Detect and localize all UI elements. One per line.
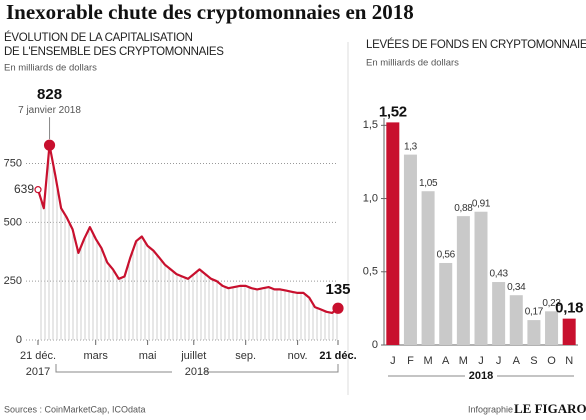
year-bg (465, 370, 497, 382)
bar (545, 311, 559, 345)
x-tick-label: M (459, 355, 468, 367)
x-tick-label: S (530, 355, 537, 367)
chart-subtitle: En milliards de dollars (4, 63, 97, 74)
x-tick-label: 21 déc. (20, 350, 56, 362)
credit: Infographie (468, 404, 513, 414)
value-label: 828 (37, 86, 62, 103)
x-tick-label: mars (83, 350, 108, 362)
value-label: 1,05 (419, 178, 438, 189)
x-tick-label: juillet (180, 350, 206, 362)
bar (403, 154, 417, 345)
line (36, 144, 339, 314)
x-tick-label: 21 déc. (319, 350, 356, 362)
y-tick-label: 750 (4, 157, 22, 169)
x-tick-label: J (390, 355, 396, 367)
y-tick-label: 0 (372, 339, 378, 351)
value-label: 135 (325, 281, 350, 298)
year-bg (172, 366, 204, 378)
x-tick-label: A (513, 355, 521, 367)
value-label: 1,3 (404, 141, 418, 152)
annotation: 7 janvier 2018 (18, 105, 81, 116)
bar (456, 216, 470, 345)
x-tick-label: sep. (235, 350, 256, 362)
point (34, 186, 42, 194)
x-tick-label: nov. (288, 350, 308, 362)
x-tick-label: A (442, 355, 450, 367)
value-label: 0,23 (542, 298, 561, 309)
value-label: 0,18 (555, 300, 583, 317)
y-tick-label: 500 (4, 216, 22, 228)
value-label: 0,56 (437, 250, 456, 261)
value-label: 1,52 (379, 103, 407, 120)
value-label: 0,17 (525, 307, 544, 318)
source: Sources : CoinMarketCap, ICOdata (4, 404, 146, 414)
chart-title: DE L'ENSEMBLE DES CRYPTOMONNAIES (4, 46, 224, 58)
value-label: 0,88 (454, 203, 473, 214)
chart-title: ÉVOLUTION DE LA CAPITALISATION (4, 31, 193, 44)
value-label: 0,43 (490, 269, 509, 280)
value-label: 0,34 (507, 282, 526, 293)
y-tick-label: 250 (4, 275, 22, 287)
year-label: 2018 (469, 370, 493, 382)
bar (562, 318, 576, 345)
bar (421, 191, 435, 345)
x-tick-label: F (407, 355, 414, 367)
x-tick-label: M (424, 355, 433, 367)
value-label: 639 (14, 182, 34, 196)
brand: LE FIGARO (514, 401, 586, 416)
bar (492, 282, 506, 345)
chart-title: LEVÉES DE FONDS EN CRYPTOMONNAIES (366, 38, 586, 51)
value-label: 0,91 (472, 198, 491, 209)
x-tick-label: mai (139, 350, 157, 362)
chart-subtitle: En milliards de dollars (366, 58, 459, 69)
bar (509, 295, 523, 345)
bar (474, 211, 488, 345)
y-tick-label: 1,5 (363, 119, 378, 131)
bar (439, 262, 453, 345)
x-tick-label: J (496, 355, 502, 367)
point (332, 302, 344, 314)
area (38, 145, 338, 340)
y-tick-label: 1,0 (363, 192, 378, 204)
bar (527, 320, 541, 345)
bar (386, 122, 400, 345)
main-title: Inexorable chute des cryptomonnaies en 2… (6, 0, 414, 24)
point (43, 139, 56, 151)
x-tick-label: O (547, 355, 556, 367)
x-tick-label: J (478, 355, 484, 367)
year-label: 2017 (26, 366, 50, 378)
y-tick-label: 0 (16, 334, 22, 346)
y-tick-label: 0,5 (363, 266, 378, 278)
x-tick-label: N (565, 355, 573, 367)
year-label: 2018 (185, 366, 209, 378)
